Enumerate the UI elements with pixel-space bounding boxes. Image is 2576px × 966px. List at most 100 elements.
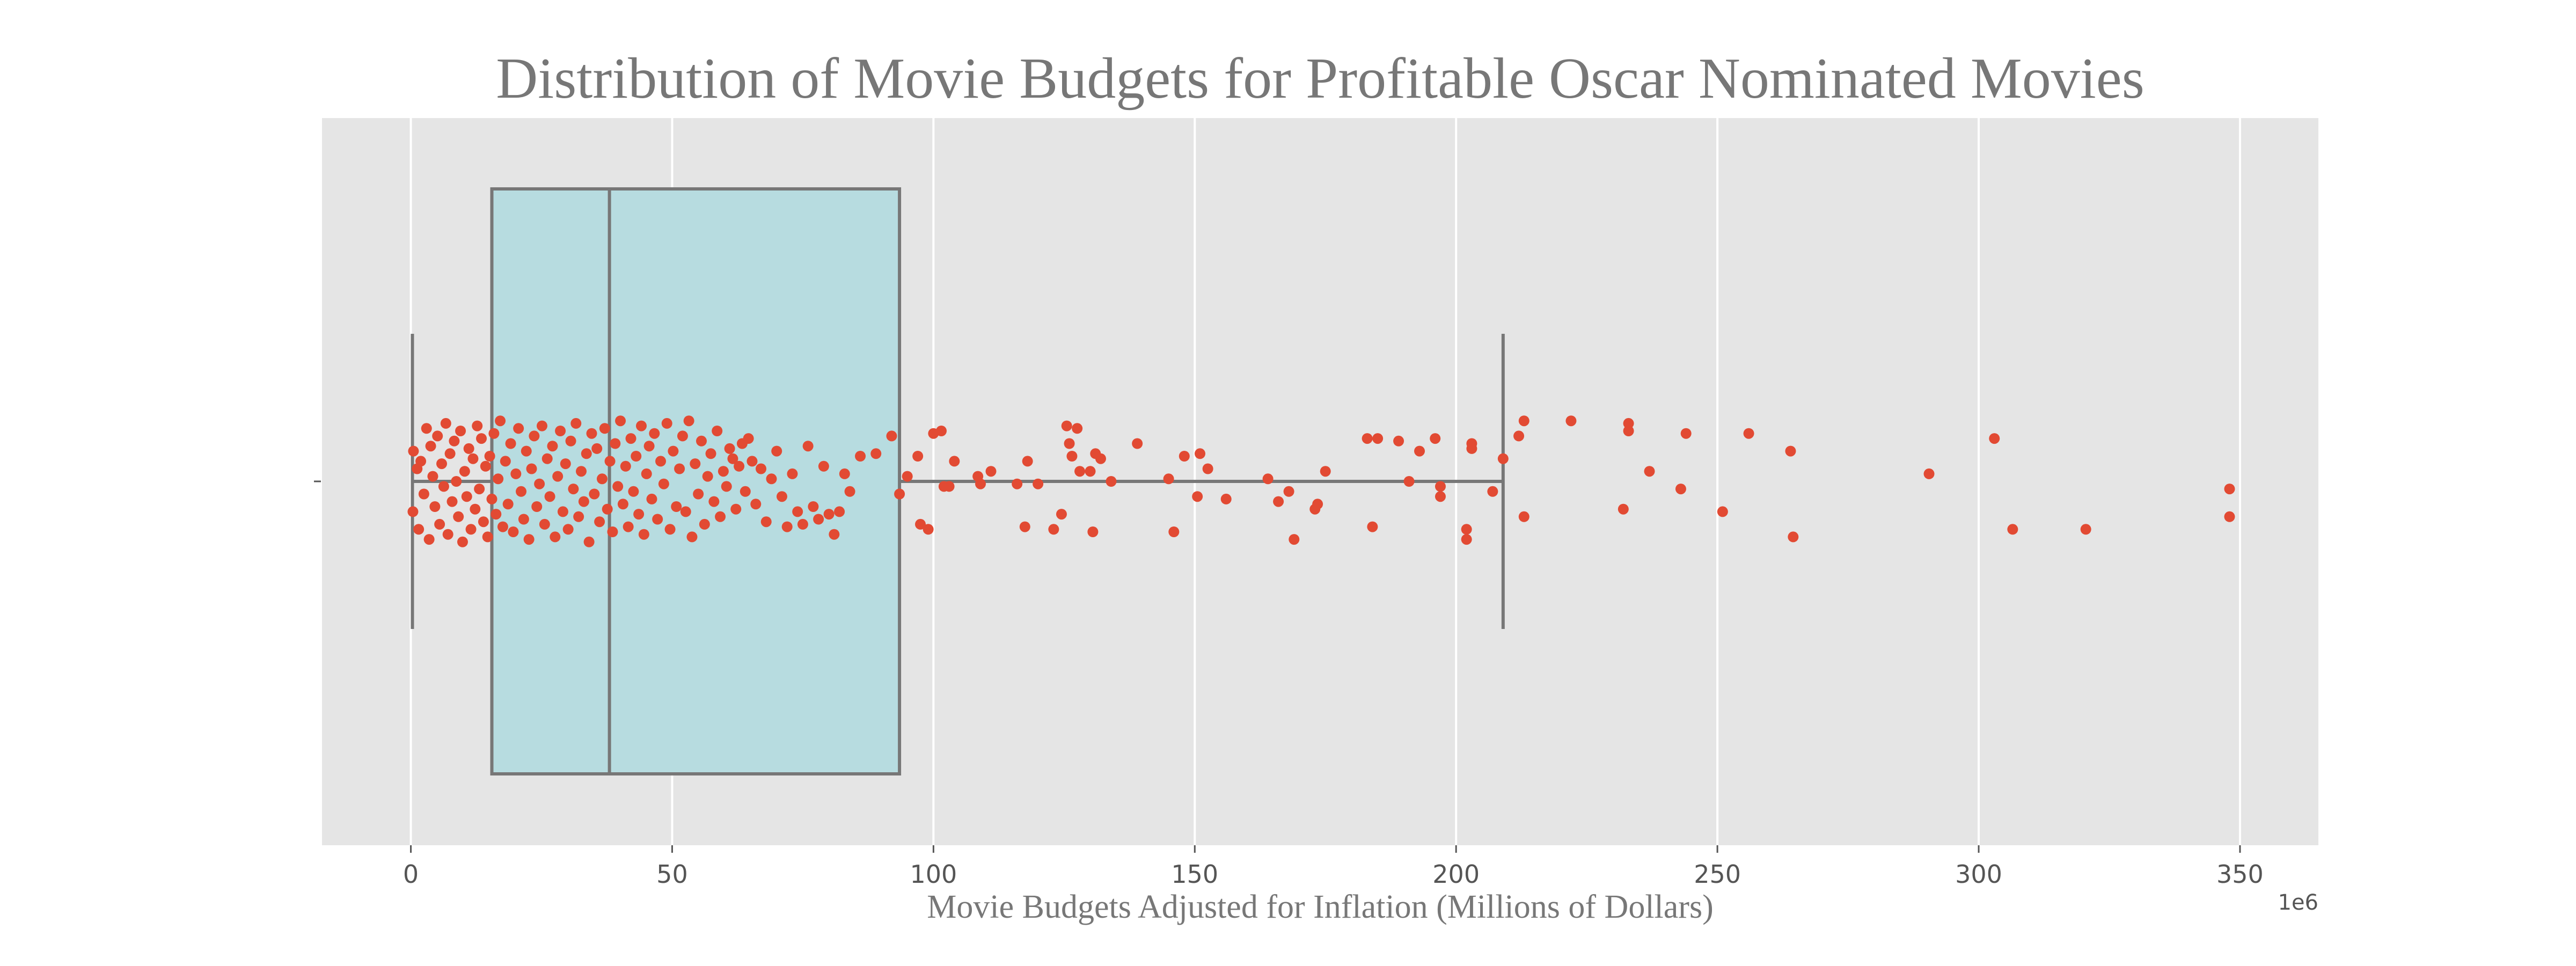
data-point (480, 460, 491, 472)
data-point (943, 481, 955, 492)
data-point (620, 460, 631, 472)
x-tick-labels: 0 50 100 150 200 250 300 350 (403, 845, 2264, 889)
data-point (1565, 415, 1577, 427)
data-point (594, 516, 605, 528)
data-point (1074, 466, 1086, 477)
data-point (797, 518, 808, 530)
data-point (500, 456, 511, 467)
data-point (1785, 445, 1796, 457)
data-point (1061, 420, 1072, 431)
data-point (1372, 433, 1384, 444)
data-point (523, 534, 535, 545)
data-point (505, 438, 516, 449)
data-point (596, 473, 608, 485)
data-point (415, 456, 427, 467)
data-point (495, 415, 506, 427)
data-point (604, 456, 616, 467)
data-point (1132, 438, 1143, 449)
data-point (652, 514, 663, 525)
data-point (1513, 430, 1525, 442)
data-point (1220, 493, 1232, 504)
data-point (886, 430, 897, 442)
data-point (829, 529, 840, 540)
data-point (444, 448, 456, 459)
data-point (484, 451, 495, 462)
data-point (1012, 478, 1023, 489)
data-point (474, 484, 485, 495)
data-point (823, 509, 835, 520)
data-point (1518, 415, 1529, 427)
data-point (721, 481, 732, 492)
data-point (1056, 509, 1067, 520)
data-point (1435, 491, 1446, 502)
data-point (521, 445, 532, 457)
data-point (432, 430, 443, 442)
data-point (534, 478, 545, 489)
data-point (1085, 466, 1096, 477)
data-point (1989, 433, 2000, 444)
data-point (781, 521, 793, 532)
data-point (747, 456, 758, 467)
data-point (638, 529, 649, 540)
data-point (568, 484, 579, 495)
data-point (712, 426, 723, 436)
data-point (808, 501, 819, 512)
data-point (518, 514, 529, 525)
data-point (724, 443, 735, 454)
data-point (935, 426, 947, 436)
data-point (646, 493, 657, 504)
data-point (408, 445, 419, 457)
data-point (664, 524, 676, 535)
data-point (1179, 451, 1190, 462)
data-point (683, 415, 694, 427)
data-point (457, 536, 468, 547)
data-point (493, 473, 504, 485)
data-point (470, 503, 481, 515)
data-point (1195, 448, 1206, 459)
data-point (1644, 466, 1655, 477)
data-point (949, 456, 960, 467)
data-point (2080, 524, 2091, 535)
data-point (671, 501, 682, 512)
data-point (1320, 466, 1331, 477)
data-point (434, 518, 445, 530)
data-point (449, 435, 460, 447)
data-point (750, 499, 762, 510)
data-point (693, 488, 704, 500)
data-point (612, 481, 624, 492)
data-point (615, 415, 626, 427)
data-point (641, 468, 652, 479)
data-point (740, 486, 751, 497)
data-point (478, 516, 489, 528)
data-point (696, 435, 707, 447)
chart-title: Distribution of Movie Budgets for Profit… (496, 47, 2145, 111)
data-point (1923, 468, 1935, 479)
data-point (1393, 435, 1404, 447)
data-point (643, 441, 655, 452)
data-point (459, 466, 470, 477)
data-point (461, 491, 472, 502)
data-point (818, 460, 829, 472)
data-point (589, 488, 600, 500)
data-point (743, 433, 754, 444)
data-point (602, 503, 613, 515)
strip-points (407, 415, 2235, 547)
data-point (586, 428, 597, 439)
data-point (407, 506, 419, 517)
data-point (2007, 524, 2018, 535)
data-point (550, 531, 561, 543)
data-point (1066, 451, 1078, 462)
data-point (552, 471, 564, 482)
data-point (447, 496, 458, 507)
data-point (655, 456, 667, 467)
data-point (573, 511, 584, 522)
data-point (894, 488, 905, 500)
data-point (855, 451, 866, 462)
data-point (1019, 521, 1030, 532)
data-point (565, 435, 576, 447)
data-point (674, 463, 685, 474)
data-point (1283, 486, 1294, 497)
data-point (560, 458, 571, 470)
data-point (429, 501, 441, 512)
data-point (465, 524, 477, 535)
